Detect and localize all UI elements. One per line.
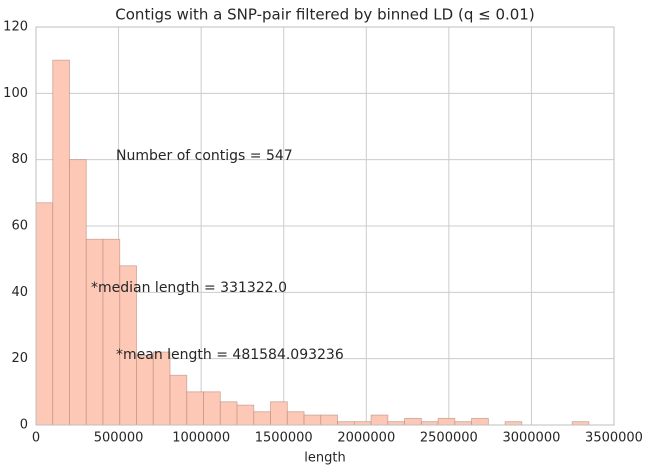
- x-tick-label: 3500000: [585, 431, 643, 446]
- histogram-bar: [85, 238, 104, 426]
- x-tick-label: 1000000: [172, 431, 230, 446]
- histogram-bar: [286, 411, 305, 426]
- x-tick-label: 1500000: [255, 431, 313, 446]
- y-tick-label: 120: [3, 20, 28, 35]
- histogram-bar: [52, 59, 70, 426]
- histogram-bar: [219, 401, 238, 426]
- y-tick-label: 40: [11, 285, 28, 300]
- annotation: Number of contigs = 547: [116, 148, 293, 164]
- histogram-bar: [102, 238, 121, 426]
- histogram-bar: [404, 417, 422, 426]
- histogram-bar: [203, 391, 221, 426]
- histogram-bar: [169, 374, 188, 426]
- plot-frame: [35, 26, 615, 426]
- annotation: *mean length = 481584.093236: [116, 347, 344, 363]
- histogram-bar: [303, 414, 322, 426]
- histogram-bar: [69, 159, 87, 426]
- y-tick-label: 60: [11, 219, 28, 234]
- histogram-bar: [236, 404, 255, 426]
- histogram-bar: [136, 354, 154, 426]
- histogram-bar: [270, 401, 288, 426]
- x-tick-label: 0: [32, 431, 40, 446]
- histogram-bar: [471, 417, 489, 426]
- x-tick-label: 500000: [94, 431, 144, 446]
- histogram-bar: [253, 411, 271, 426]
- histogram-bar: [320, 414, 338, 426]
- y-tick-label: 0: [20, 418, 28, 433]
- x-tick-label: 3000000: [502, 431, 560, 446]
- y-tick-label: 20: [11, 351, 28, 366]
- x-tick-label: 2000000: [337, 431, 395, 446]
- x-tick-label: 2500000: [420, 431, 478, 446]
- y-tick-label: 80: [11, 152, 28, 167]
- annotation: *median length = 331322.0: [91, 280, 287, 296]
- chart-title: Contigs with a SNP-pair filtered by binn…: [115, 6, 534, 24]
- histogram-bar: [370, 414, 389, 426]
- histogram-bar: [437, 417, 456, 426]
- histogram-bar: [35, 202, 54, 426]
- histogram-bar: [186, 391, 204, 426]
- y-tick-label: 100: [3, 86, 28, 101]
- x-axis-label: length: [304, 451, 345, 466]
